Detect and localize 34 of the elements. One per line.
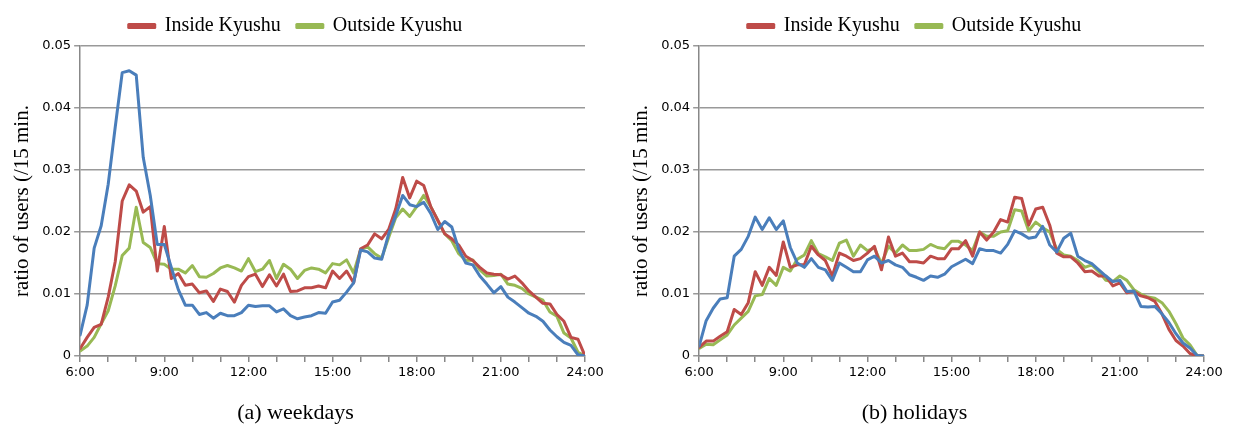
x-tick-label: 9:00	[768, 364, 798, 380]
legend-label: Outside Kyushu	[951, 13, 1082, 37]
y-tick-label: 0.03	[42, 161, 72, 177]
x-tick-label: 24:00	[1185, 364, 1223, 380]
x-tick-label: 18:00	[1016, 364, 1055, 380]
y-tick-label: 0.04	[661, 99, 691, 115]
x-tick-label: 21:00	[1101, 364, 1139, 380]
x-tick-label: 18:00	[397, 364, 436, 380]
y-tick-label: 0.04	[42, 99, 72, 115]
y-tick-label: 0.05	[661, 37, 691, 53]
x-tick-label: 15:00	[932, 364, 971, 380]
text: (b) holidays	[861, 398, 968, 424]
y-axis-title: ratio of users (/15 min.	[9, 105, 34, 297]
y-tick-label: 0.03	[661, 161, 691, 177]
y-tick-label: 0	[681, 347, 691, 363]
text: (a) weekdays	[237, 398, 354, 424]
y-tick-label: 0.02	[661, 223, 691, 239]
legend-label: Inside Kyushu	[783, 13, 900, 37]
x-tick-label: 24:00	[566, 364, 604, 380]
x-tick-label: 12:00	[848, 364, 887, 380]
y-tick-label: 0.01	[42, 285, 72, 301]
legend-label: Inside Kyushu	[164, 13, 281, 37]
x-tick-label: 6:00	[684, 364, 714, 380]
x-tick-label: 6:00	[65, 364, 95, 380]
y-tick-label: 0.01	[661, 285, 691, 301]
y-tick-label: 0.02	[42, 223, 72, 239]
x-tick-label: 21:00	[482, 364, 520, 380]
legend-label: Outside Kyushu	[332, 13, 463, 37]
y-tick-label: 0	[62, 347, 72, 363]
x-tick-label: 12:00	[229, 364, 268, 380]
y-tick-label: 0.05	[42, 37, 72, 53]
x-tick-label: 9:00	[149, 364, 179, 380]
x-tick-label: 15:00	[313, 364, 352, 380]
y-axis-title: ratio of users (/15 min.	[628, 105, 653, 297]
